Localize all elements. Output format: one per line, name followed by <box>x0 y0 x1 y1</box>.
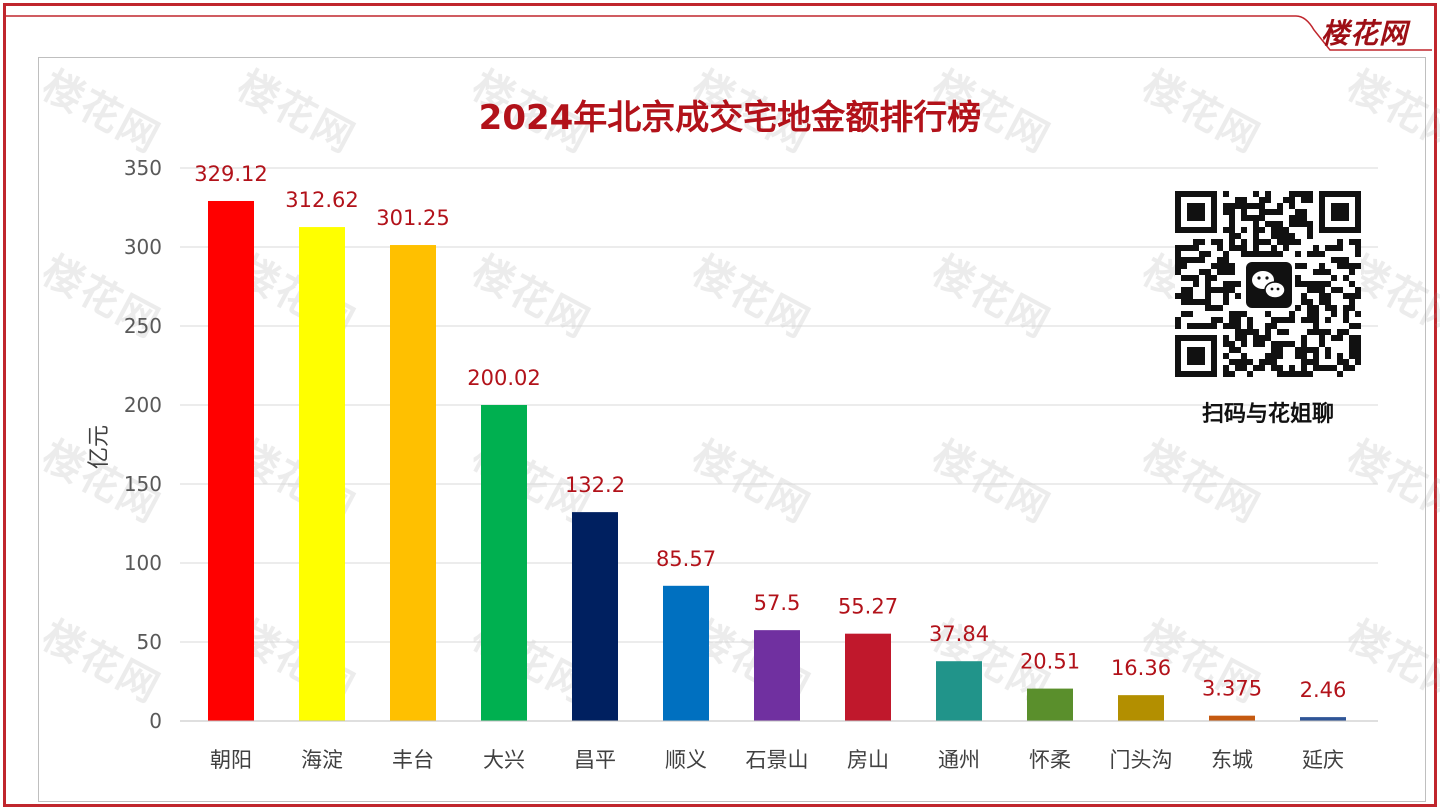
brand-logo: 楼花网 <box>1320 17 1408 50</box>
qr-finder-pattern <box>1175 335 1217 377</box>
x-tick-label: 东城 <box>1211 748 1253 772</box>
bar-通州 <box>936 661 982 721</box>
x-tick-label: 房山 <box>847 748 889 772</box>
bar-石景山 <box>754 630 800 721</box>
y-tick-label: 250 <box>124 314 162 338</box>
data-label: 312.62 <box>285 188 358 212</box>
y-tick-label: 300 <box>124 235 162 259</box>
x-tick-label: 顺义 <box>665 748 707 772</box>
y-tick-label: 200 <box>124 393 162 417</box>
y-tick-label: 100 <box>124 551 162 575</box>
bar-房山 <box>845 633 891 721</box>
bar-怀柔 <box>1027 688 1073 721</box>
y-axis-label: 亿元 <box>87 425 112 469</box>
x-tick-label: 海淀 <box>301 748 343 772</box>
bar-大兴 <box>481 404 527 721</box>
bar-朝阳 <box>208 200 254 721</box>
data-label: 2.46 <box>1300 678 1347 702</box>
qr-finder-pattern <box>1175 191 1217 233</box>
qr-caption: 扫码与花姐聊 <box>1201 402 1334 427</box>
data-label: 37.84 <box>929 622 989 646</box>
x-tick-label: 石景山 <box>746 748 809 772</box>
x-tick-label: 大兴 <box>483 748 525 772</box>
bar-顺义 <box>663 585 709 721</box>
bar-昌平 <box>572 512 618 721</box>
x-tick-label: 朝阳 <box>210 748 252 772</box>
y-tick-label: 350 <box>124 156 162 180</box>
bar-东城 <box>1209 715 1255 721</box>
outer-frame <box>3 3 1437 807</box>
chart-frame <box>38 57 1426 802</box>
x-tick-label: 延庆 <box>1302 748 1344 772</box>
bar-丰台 <box>390 245 436 721</box>
wechat-icon <box>1246 262 1292 308</box>
y-tick-label: 150 <box>124 472 162 496</box>
qr-finder-pattern <box>1319 191 1361 233</box>
data-label: 85.57 <box>656 547 716 571</box>
data-label: 132.2 <box>565 473 625 497</box>
data-label: 329.12 <box>194 162 267 186</box>
data-label: 200.02 <box>467 366 540 390</box>
data-label: 57.5 <box>754 591 801 615</box>
data-label: 20.51 <box>1020 650 1080 674</box>
x-tick-label: 通州 <box>938 748 980 772</box>
data-label: 301.25 <box>376 206 449 230</box>
data-label: 55.27 <box>838 595 898 619</box>
y-tick-label: 0 <box>149 709 162 733</box>
bar-延庆 <box>1300 717 1346 721</box>
qr-code <box>1175 191 1361 377</box>
x-tick-label: 丰台 <box>392 748 434 772</box>
y-tick-label: 50 <box>137 630 162 654</box>
bar-海淀 <box>299 227 345 721</box>
data-label: 3.375 <box>1202 677 1262 701</box>
bar-门头沟 <box>1118 695 1164 721</box>
chart-title: 2024年北京成交宅地金额排行榜 <box>478 98 982 138</box>
x-tick-label: 怀柔 <box>1029 748 1071 772</box>
x-tick-label: 门头沟 <box>1110 748 1173 772</box>
data-label: 16.36 <box>1111 656 1171 680</box>
x-tick-label: 昌平 <box>574 748 616 772</box>
